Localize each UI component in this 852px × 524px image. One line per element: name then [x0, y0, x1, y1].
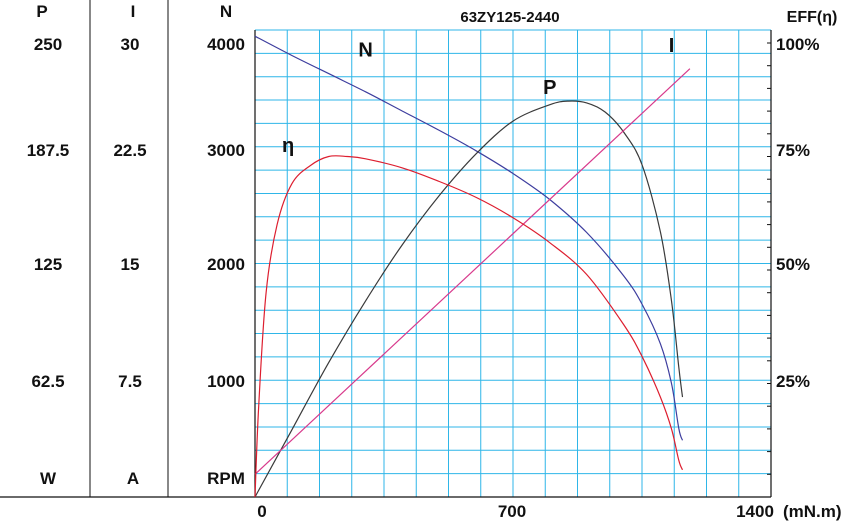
series-label-eff: η — [282, 135, 294, 157]
series-labels: N P Iη — [282, 35, 674, 157]
x-tick-label: 700 — [498, 502, 526, 521]
n-axis-tick-labels: 4000 3000 2000 1000 — [207, 35, 245, 391]
eff-tick-label: 25% — [776, 372, 810, 391]
eff-axis-tick-labels: 100% 75% 50% 25% — [776, 35, 819, 391]
n-tick-label: 4000 — [207, 35, 245, 54]
i-tick-label: 30 — [121, 35, 140, 54]
n-tick-label: 3000 — [207, 141, 245, 160]
p-axis-unit: W — [40, 469, 57, 488]
eff-axis-header: EFF(η) — [787, 9, 838, 26]
p-axis-header: P — [36, 2, 47, 21]
i-tick-label: 7.5 — [118, 372, 142, 391]
series-label-i: I — [669, 35, 675, 57]
x-tick-label: 0 — [257, 502, 266, 521]
p-tick-label: 187.5 — [27, 141, 70, 160]
n-tick-label: 2000 — [207, 255, 245, 274]
n-tick-label: 1000 — [207, 372, 245, 391]
x-axis-unit-label: (mN.m) — [783, 502, 842, 521]
series-label-p: P — [543, 77, 556, 99]
i-tick-label: 22.5 — [113, 141, 146, 160]
i-axis-header: I — [131, 2, 136, 21]
chart-title: 63ZY125-2440 — [460, 9, 559, 26]
p-tick-label: 125 — [34, 255, 62, 274]
plot-grid — [254, 29, 772, 498]
i-axis-tick-labels: 30 22.5 15 7.5 — [113, 35, 146, 391]
eff-axis-ticks — [767, 42, 771, 498]
p-tick-label: 62.5 — [31, 372, 64, 391]
i-tick-label: 15 — [121, 255, 140, 274]
n-axis-unit: RPM — [207, 469, 245, 488]
n-axis-header: N — [220, 2, 232, 21]
eff-tick-label: 50% — [776, 255, 810, 274]
series-label-n: N — [358, 40, 372, 62]
i-axis-unit: A — [127, 469, 139, 488]
series-line-p — [254, 100, 684, 498]
series-line-i — [254, 68, 691, 475]
eff-tick-label: 75% — [776, 141, 810, 160]
p-tick-label: 250 — [34, 35, 62, 54]
x-tick-label: 1400 — [736, 502, 774, 521]
series-line-eff — [254, 155, 684, 498]
series-curves — [254, 35, 691, 498]
p-axis-tick-labels: 250 187.5 125 62.5 — [27, 35, 70, 391]
series-line-n — [254, 35, 684, 441]
eff-tick-label: 100% — [776, 35, 819, 54]
